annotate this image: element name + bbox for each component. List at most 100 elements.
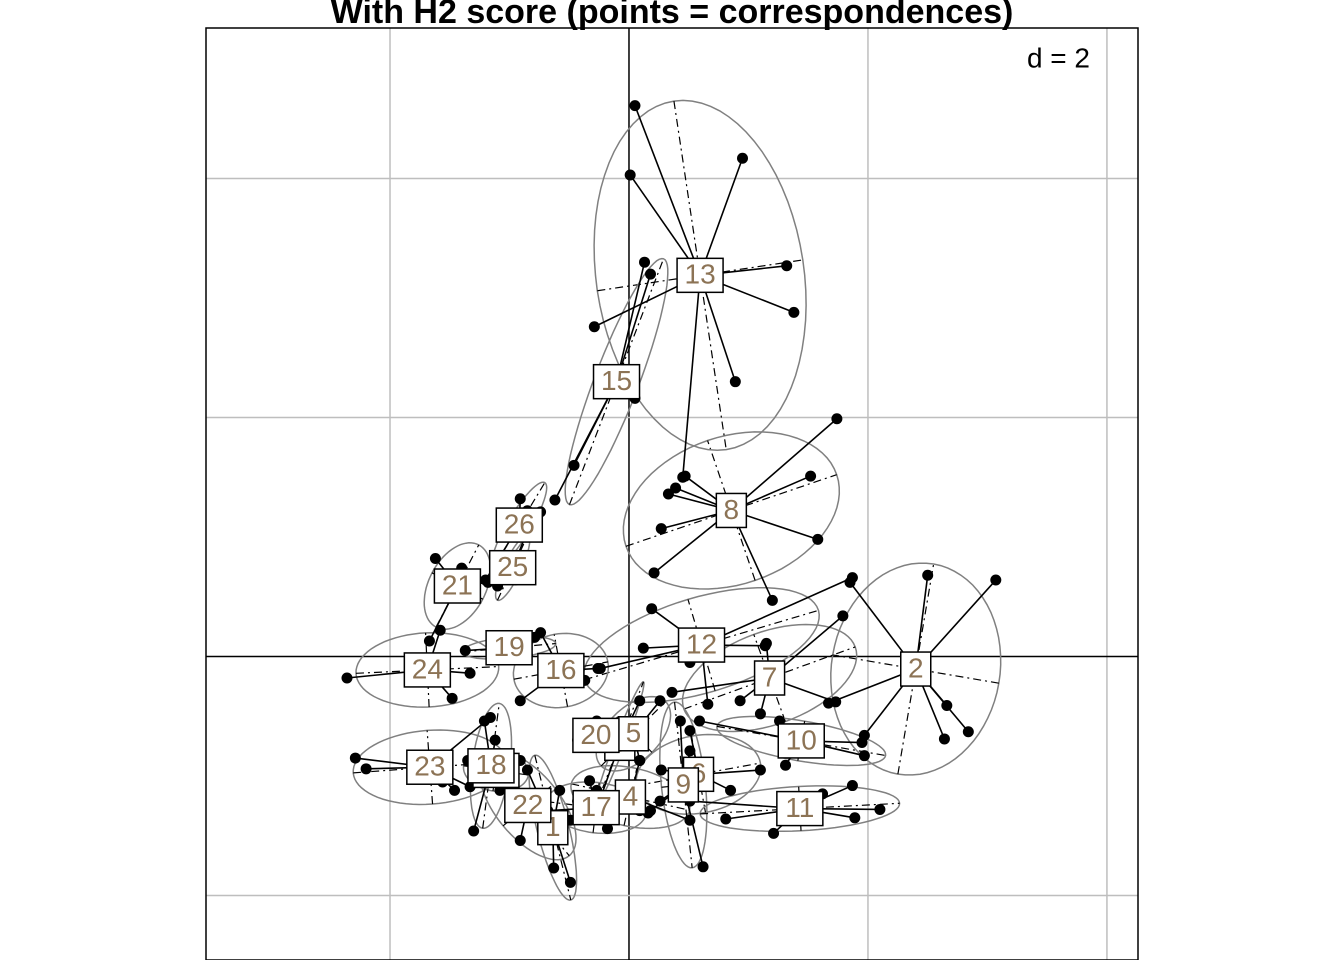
class-label-box xyxy=(677,627,726,663)
class-ellipse xyxy=(716,715,887,767)
star-line xyxy=(701,576,853,646)
class-label: 15 xyxy=(601,365,632,396)
point xyxy=(514,695,526,707)
plot-frame xyxy=(205,27,1139,960)
point xyxy=(484,711,496,723)
point xyxy=(781,260,793,272)
ellipse-axis xyxy=(600,701,667,767)
ellipse-axis xyxy=(636,762,761,787)
class-label: 10 xyxy=(786,724,817,755)
class-ellipse xyxy=(469,702,513,830)
point xyxy=(655,764,667,776)
class-label: 19 xyxy=(494,631,525,662)
class-label: 7 xyxy=(762,661,778,692)
class-label: 18 xyxy=(475,749,506,780)
class-label: 25 xyxy=(497,551,528,582)
point xyxy=(646,603,658,615)
class-label-box xyxy=(715,492,748,529)
point xyxy=(464,667,476,679)
class-labels: 1234567891011121314151617181920212223242… xyxy=(403,257,932,846)
ellipse-axis xyxy=(687,599,716,691)
point xyxy=(734,695,746,707)
star-line xyxy=(554,381,618,501)
point xyxy=(768,827,780,839)
point xyxy=(812,533,824,545)
point xyxy=(601,823,613,835)
point xyxy=(568,459,580,471)
class-label-box xyxy=(467,748,515,784)
class-label-box xyxy=(753,660,786,696)
point xyxy=(702,698,714,710)
point xyxy=(588,321,600,333)
class-label: 13 xyxy=(685,259,716,290)
point xyxy=(858,750,870,762)
point xyxy=(736,152,748,164)
point xyxy=(592,662,604,674)
class-ellipse xyxy=(352,729,508,806)
ellipse-axis xyxy=(355,665,499,674)
point xyxy=(648,567,660,579)
point xyxy=(677,471,689,483)
point xyxy=(766,594,778,606)
point xyxy=(754,764,766,776)
class-label: 16 xyxy=(545,654,576,685)
ellipse-axis xyxy=(673,101,727,450)
class-label-box xyxy=(614,779,647,815)
class-label-box xyxy=(572,789,620,826)
point xyxy=(754,708,766,720)
point xyxy=(514,493,526,505)
point xyxy=(941,699,953,711)
point xyxy=(697,861,709,873)
point xyxy=(549,494,561,506)
class-label-box xyxy=(504,787,552,824)
class-label-box xyxy=(403,652,452,688)
point xyxy=(788,306,800,318)
class-label: 11 xyxy=(785,792,814,823)
point xyxy=(349,752,361,764)
class-label-box xyxy=(488,549,537,586)
point xyxy=(554,784,566,796)
star-line xyxy=(681,275,701,478)
class-label-box xyxy=(777,723,825,759)
class-label: 21 xyxy=(442,569,473,600)
class-label: 5 xyxy=(626,717,642,748)
point xyxy=(670,482,682,494)
star-line xyxy=(615,273,652,382)
point xyxy=(729,376,741,388)
grid xyxy=(206,28,1138,960)
point xyxy=(644,268,656,280)
ellipse-axis xyxy=(482,703,500,829)
class-label-box xyxy=(776,790,824,827)
point xyxy=(655,523,667,535)
point xyxy=(446,692,458,704)
point xyxy=(780,759,792,771)
point xyxy=(459,645,471,657)
point xyxy=(856,737,868,749)
class-label: 26 xyxy=(504,508,535,539)
point xyxy=(684,725,696,737)
star-line xyxy=(671,677,770,694)
star-line xyxy=(699,157,744,276)
ellipse-axis xyxy=(700,802,900,815)
point xyxy=(629,100,641,112)
point xyxy=(514,835,526,847)
star-line xyxy=(615,262,646,382)
point xyxy=(654,795,666,807)
point xyxy=(666,686,678,698)
class-ellipse xyxy=(830,562,1002,776)
class-label-box xyxy=(485,629,533,666)
point xyxy=(849,812,861,824)
point xyxy=(805,470,817,482)
point xyxy=(922,569,934,581)
point xyxy=(429,553,441,565)
point xyxy=(644,805,656,817)
class-label-box xyxy=(406,749,454,785)
ellipse-axis xyxy=(753,634,786,722)
point xyxy=(725,784,737,796)
class-label: 12 xyxy=(686,628,717,659)
point xyxy=(468,825,480,837)
point xyxy=(654,695,666,707)
point xyxy=(449,784,461,796)
class-label-box xyxy=(900,651,932,687)
point xyxy=(938,733,950,745)
